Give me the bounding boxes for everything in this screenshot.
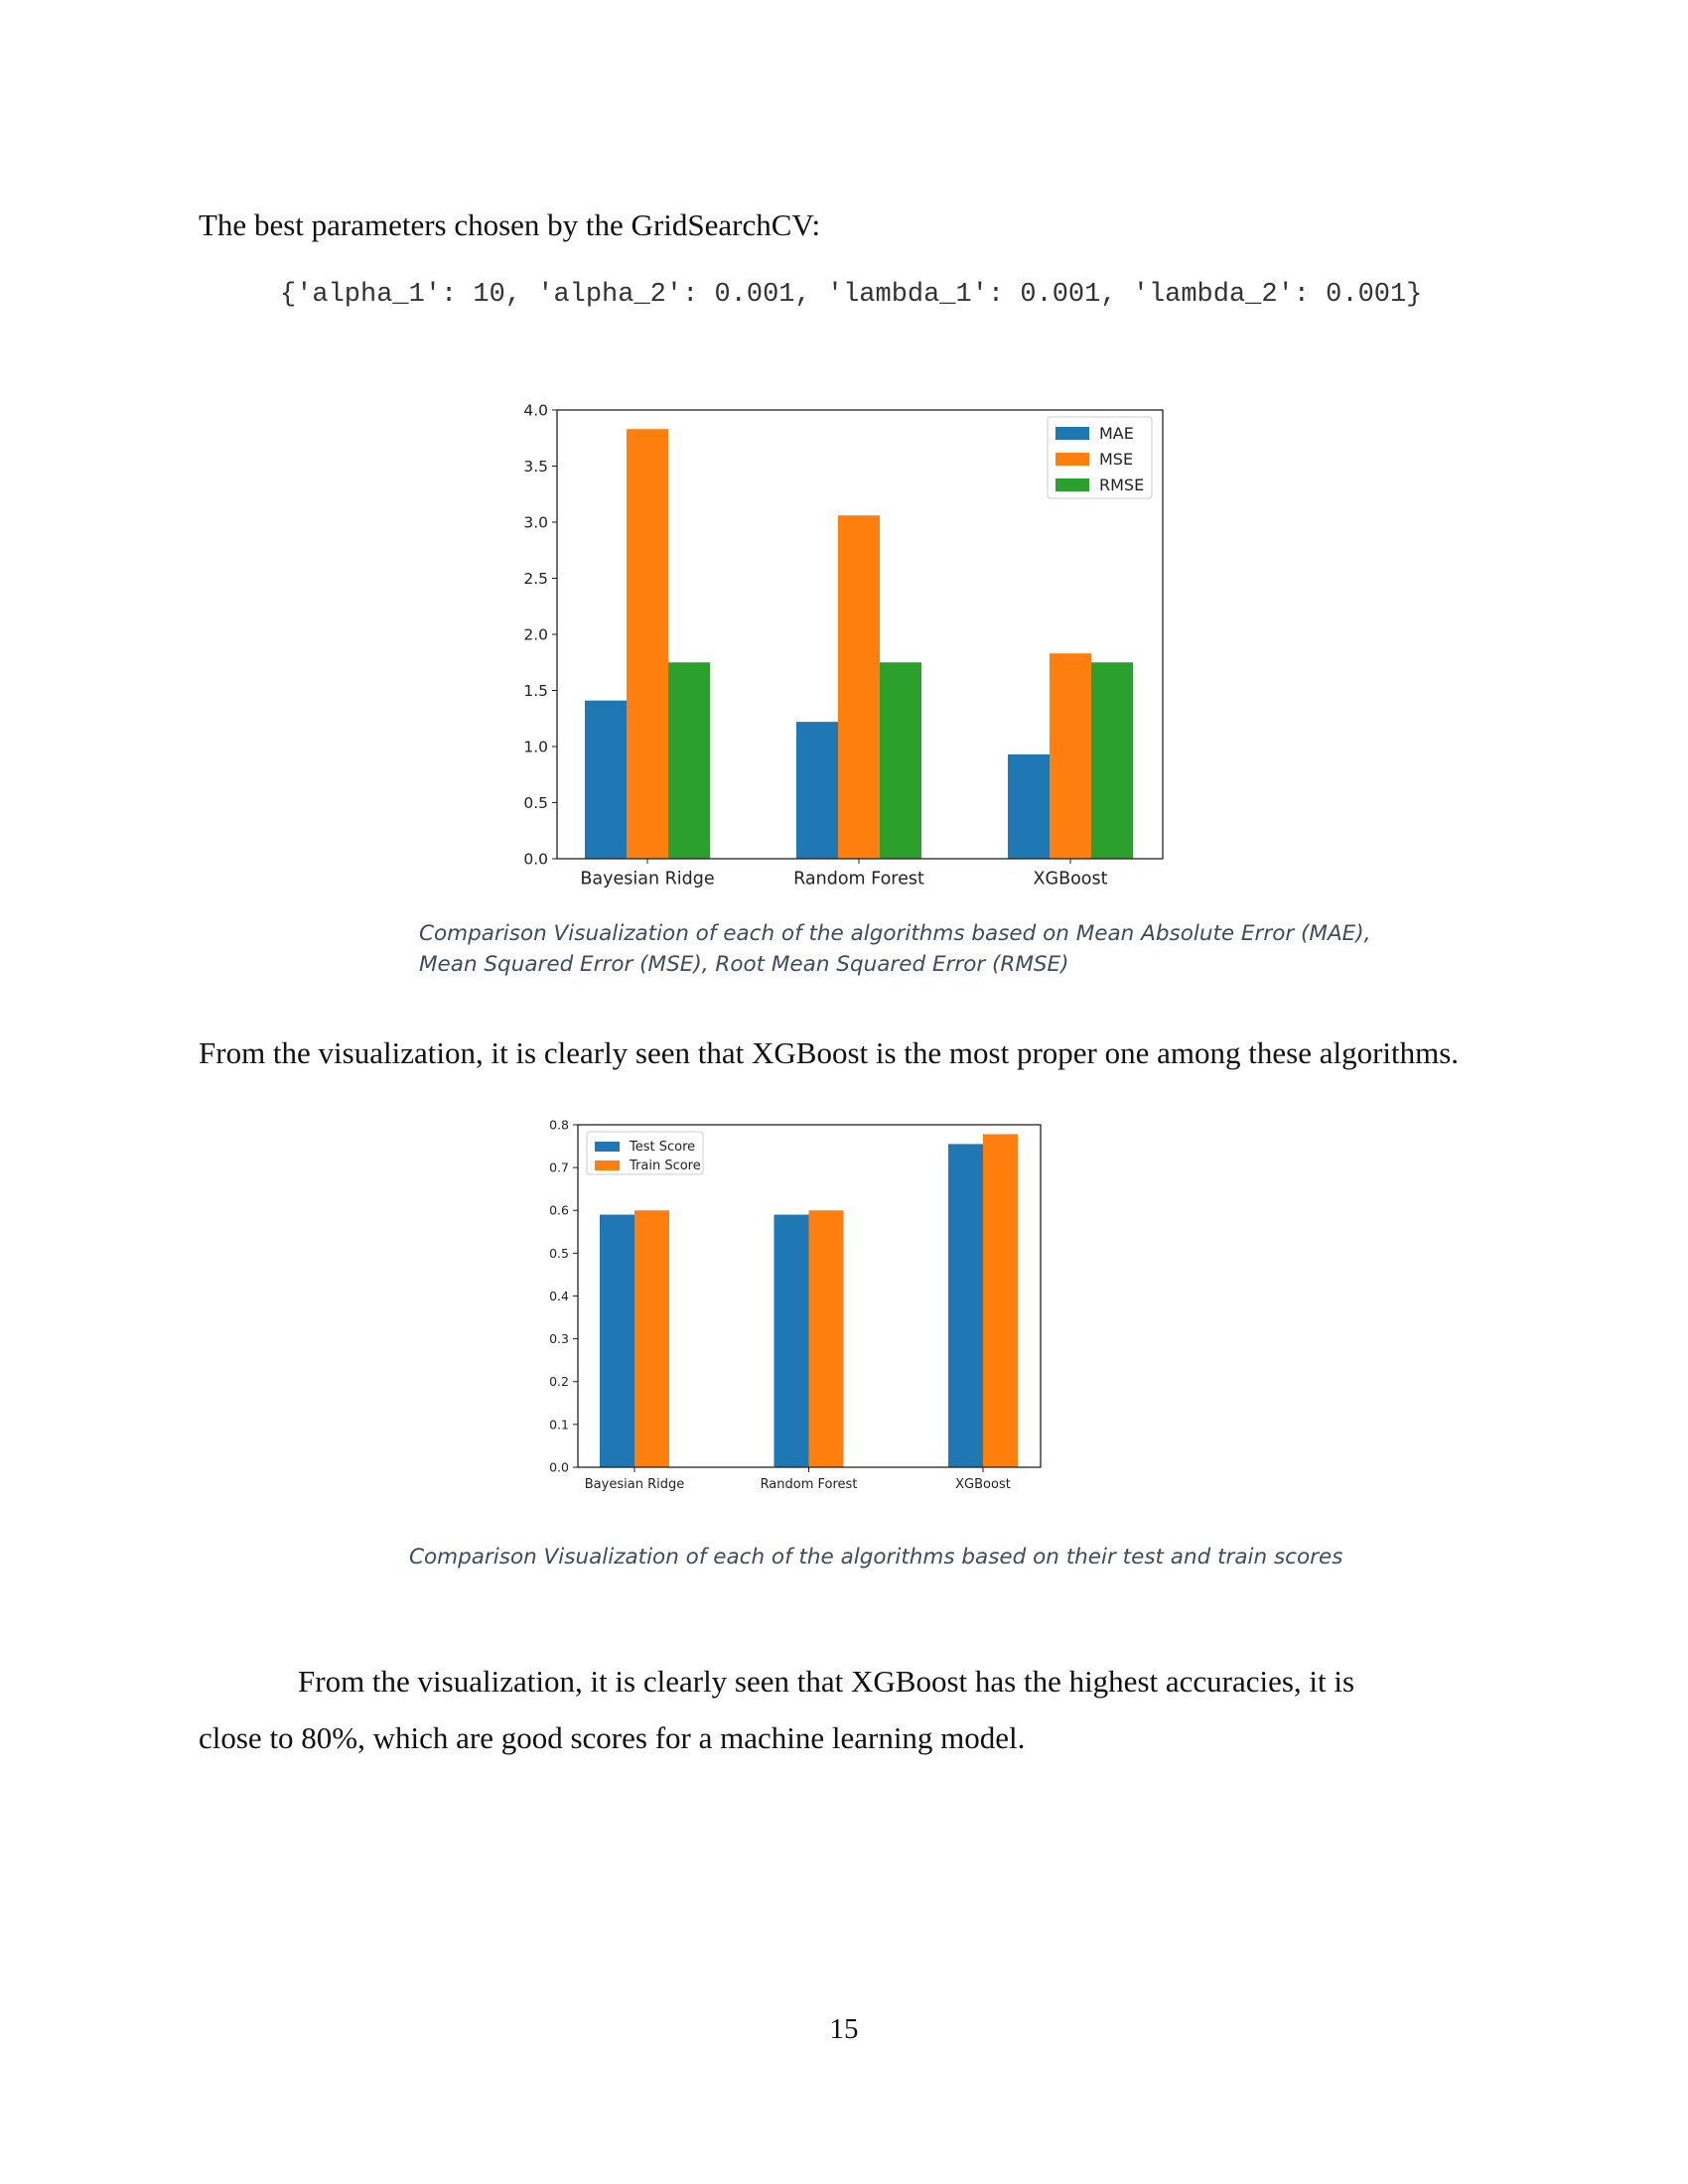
- best-params-code: {'alpha_1': 10, 'alpha_2': 0.001, 'lambd…: [280, 280, 1423, 310]
- y-tick-label: 0.4: [549, 1289, 569, 1303]
- y-tick-label: 1.0: [523, 738, 548, 755]
- x-tick-label: Random Forest: [793, 870, 924, 889]
- legend-swatch: [1055, 427, 1089, 440]
- plot-frame: [577, 1124, 1042, 1468]
- paragraph-1: From the visualization, it is clearly se…: [199, 1035, 1460, 1070]
- bar-test-score-3: [948, 1144, 983, 1467]
- bar-mae-2: [796, 722, 838, 859]
- x-tick-label: XGBoost: [1034, 870, 1108, 889]
- paragraph-2-line-2: close to 80%, which are good scores for …: [199, 1720, 1026, 1755]
- y-tick-label: 2.0: [523, 625, 548, 643]
- bar-rmse-3: [1091, 662, 1133, 859]
- bar-test-score-2: [774, 1214, 809, 1467]
- legend-label: Test Score: [629, 1140, 695, 1155]
- y-tick-label: 0.5: [549, 1246, 569, 1261]
- legend-swatch: [595, 1142, 620, 1152]
- legend-swatch: [1055, 478, 1089, 491]
- x-tick-label: Bayesian Ridge: [585, 1477, 684, 1492]
- y-tick-label: 0.5: [523, 794, 548, 812]
- paragraph-2: From the visualization, it is clearly se…: [199, 1653, 1489, 1766]
- y-tick-label: 4.0: [523, 401, 548, 419]
- y-tick-label: 0.2: [549, 1374, 569, 1389]
- bar-rmse-2: [880, 662, 921, 859]
- legend-box: [586, 1131, 704, 1175]
- legend-swatch: [595, 1160, 620, 1170]
- y-tick-label: 3.0: [523, 513, 548, 531]
- y-tick-label: 0.6: [549, 1203, 569, 1218]
- bar-train-score-1: [634, 1210, 669, 1467]
- bar-mse-2: [838, 515, 880, 859]
- y-tick-label: 0.0: [549, 1459, 569, 1474]
- x-tick-label: Random Forest: [761, 1477, 858, 1492]
- legend-label: MAE: [1099, 424, 1134, 443]
- bar-mae-1: [585, 700, 627, 859]
- bar-rmse-1: [668, 662, 710, 859]
- bar-mse-1: [627, 429, 668, 859]
- y-tick-label: 0.3: [549, 1331, 569, 1346]
- y-tick-label: 0.0: [523, 850, 548, 868]
- x-tick-label: Bayesian Ridge: [580, 870, 714, 889]
- y-tick-label: 1.5: [523, 682, 548, 700]
- figure-caption-1: Comparison Visualization of each of the …: [419, 921, 1371, 977]
- legend-label: RMSE: [1099, 476, 1144, 494]
- paragraph-2-line-1: From the visualization, it is clearly se…: [298, 1664, 1355, 1699]
- intro-text: The best parameters chosen by the GridSe…: [199, 207, 821, 242]
- y-tick-label: 3.5: [523, 458, 548, 476]
- y-tick-label: 2.5: [523, 570, 548, 588]
- bar-train-score-3: [983, 1134, 1018, 1467]
- bar-mse-3: [1050, 653, 1091, 859]
- bar-test-score-1: [600, 1214, 634, 1467]
- x-tick-label: XGBoost: [955, 1477, 1011, 1492]
- figure-caption-2: Comparison Visualization of each of the …: [409, 1545, 1343, 1570]
- legend-label: Train Score: [629, 1159, 701, 1173]
- legend-swatch: [1055, 453, 1089, 466]
- legend-label: MSE: [1099, 450, 1133, 469]
- legend-box: [1047, 416, 1153, 499]
- y-tick-label: 0.7: [549, 1160, 569, 1175]
- plot-frame: [556, 409, 1164, 860]
- y-tick-label: 0.1: [549, 1417, 569, 1432]
- page-number: 15: [829, 2013, 859, 2045]
- y-tick-label: 0.8: [549, 1117, 569, 1132]
- bar-mae-3: [1008, 753, 1050, 859]
- bar-train-score-2: [808, 1210, 844, 1467]
